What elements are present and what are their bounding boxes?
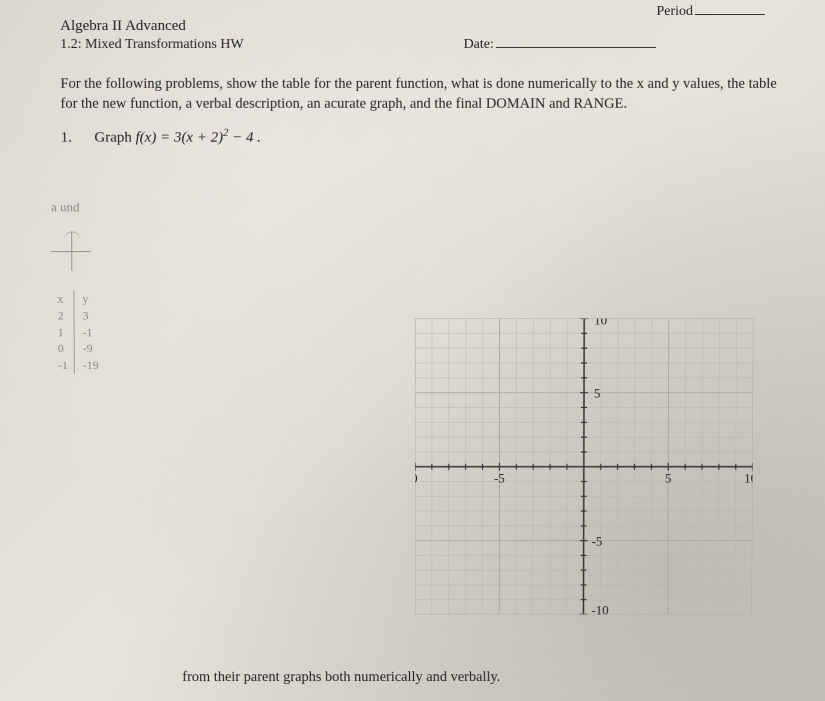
- xy-table-sketch: x 2 1 0 -1 y 3 -1 -9 -19: [52, 291, 105, 374]
- y-tick-neg10: -10: [591, 603, 608, 615]
- coordinate-grid: -10 -5 5 10 10 5 -5 -10: [415, 318, 753, 614]
- worksheet-page: Period Algebra II Advanced 1.2: Mixed Tr…: [0, 0, 825, 694]
- date-label: Date:: [464, 37, 494, 53]
- course-title: Algebra II Advanced: [60, 18, 186, 35]
- table-x-3: -1: [58, 357, 68, 374]
- period-field: Period: [656, 4, 765, 20]
- x-tick-neg5: -5: [494, 471, 505, 486]
- problem-label: Graph: [94, 130, 135, 146]
- student-handwriting: a und x 2 1 0 -1 y 3 -1 -9 -19: [51, 199, 105, 373]
- problem-1: 1. Graph f(x) = 3(x + 2)2 − 4 .: [61, 128, 785, 147]
- footer-fragment: from their parent graphs both numericall…: [182, 669, 500, 686]
- formula-tail: − 4 .: [228, 130, 261, 146]
- mini-axes-sketch: [51, 231, 91, 271]
- y-tick-neg5: -5: [592, 534, 603, 549]
- date-field: Date:: [464, 37, 656, 53]
- x-tick-pos5: 5: [665, 471, 672, 486]
- period-blank: [695, 14, 765, 15]
- table-x-0: 2: [58, 307, 68, 324]
- date-blank: [496, 47, 656, 48]
- header-block: Algebra II Advanced 1.2: Mixed Transform…: [60, 18, 785, 53]
- table-y-0: 3: [82, 307, 98, 324]
- x-tick-pos10: 10: [744, 471, 753, 486]
- table-x-col: x 2 1 0 -1: [52, 291, 75, 374]
- table-y-1: -1: [83, 324, 99, 341]
- table-y-3: -19: [83, 357, 99, 374]
- formula-lhs: f(x) =: [136, 130, 174, 146]
- table-y-header: y: [82, 291, 98, 308]
- table-y-2: -9: [83, 341, 99, 358]
- y-tick-pos10: 10: [594, 318, 607, 327]
- table-x-1: 1: [58, 324, 68, 341]
- period-label: Period: [656, 4, 693, 20]
- table-x-header: x: [58, 291, 68, 308]
- x-tick-neg10: -10: [415, 471, 418, 486]
- formula: f(x) = 3(x + 2)2 − 4 .: [136, 130, 261, 146]
- hw-title: 1.2: Mixed Transformations HW: [60, 37, 244, 53]
- formula-rhs: 3(x + 2): [174, 130, 223, 146]
- y-tick-pos5: 5: [594, 386, 601, 401]
- hw-note: a und: [51, 199, 104, 215]
- instructions-text: For the following problems, show the tab…: [60, 75, 779, 114]
- grid-svg: -10 -5 5 10 10 5 -5 -10: [415, 318, 753, 614]
- table-y-col: y 3 -1 -9 -19: [76, 291, 104, 374]
- table-x-2: 0: [58, 341, 68, 358]
- x-arrow-right: [753, 463, 754, 471]
- problem-number: 1.: [61, 130, 91, 147]
